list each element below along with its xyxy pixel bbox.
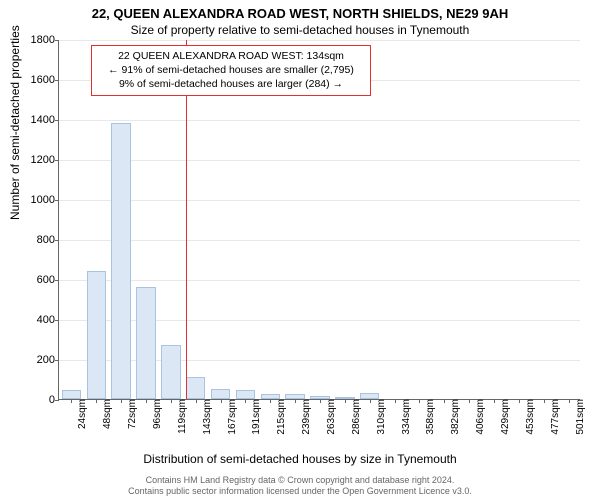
y-tick-label: 200 — [37, 354, 59, 366]
x-tick — [320, 399, 321, 403]
footer-attribution: Contains HM Land Registry data © Crown c… — [0, 475, 600, 498]
x-tick-label: 24sqm — [74, 399, 88, 429]
bar — [111, 123, 130, 399]
y-tick-label: 1000 — [31, 194, 59, 206]
x-tick — [196, 399, 197, 403]
x-axis-title: Distribution of semi-detached houses by … — [0, 452, 600, 466]
gridline — [59, 40, 580, 41]
x-tick-label: 382sqm — [447, 399, 461, 435]
x-tick-label: 143sqm — [199, 399, 213, 435]
x-tick-label: 286sqm — [348, 399, 362, 435]
x-tick — [171, 399, 172, 403]
x-tick-label: 429sqm — [497, 399, 511, 435]
footer-line-1: Contains HM Land Registry data © Crown c… — [0, 475, 600, 487]
y-axis-title: Number of semi-detached properties — [8, 25, 22, 220]
y-tick-label: 1400 — [31, 114, 59, 126]
x-tick-label: 215sqm — [273, 399, 287, 435]
x-tick — [121, 399, 122, 403]
footer-line-2: Contains public sector information licen… — [0, 486, 600, 498]
x-tick — [544, 399, 545, 403]
x-tick-label: 48sqm — [99, 399, 113, 429]
x-tick-label: 263sqm — [323, 399, 337, 435]
x-tick — [370, 399, 371, 403]
bar — [62, 390, 81, 399]
x-tick — [146, 399, 147, 403]
x-tick — [245, 399, 246, 403]
annotation-line: 9% of semi-detached houses are larger (2… — [98, 77, 364, 91]
x-tick — [395, 399, 396, 403]
x-tick — [469, 399, 470, 403]
y-tick-label: 600 — [37, 274, 59, 286]
annotation-line: ← 91% of semi-detached houses are smalle… — [98, 63, 364, 77]
x-tick-label: 167sqm — [224, 399, 238, 435]
y-tick-label: 0 — [49, 394, 59, 406]
x-tick-label: 453sqm — [522, 399, 536, 435]
x-tick — [444, 399, 445, 403]
gridline — [59, 280, 580, 281]
y-tick-label: 400 — [37, 314, 59, 326]
annotation-line: 22 QUEEN ALEXANDRA ROAD WEST: 134sqm — [98, 49, 364, 63]
x-tick-label: 239sqm — [298, 399, 312, 435]
x-tick — [345, 399, 346, 403]
gridline — [59, 200, 580, 201]
bar — [236, 390, 255, 399]
y-tick-label: 1200 — [31, 154, 59, 166]
x-tick — [71, 399, 72, 403]
x-tick — [96, 399, 97, 403]
y-tick-label: 800 — [37, 234, 59, 246]
x-tick-label: 191sqm — [248, 399, 262, 435]
page-title: 22, QUEEN ALEXANDRA ROAD WEST, NORTH SHI… — [0, 0, 600, 21]
x-tick-label: 334sqm — [398, 399, 412, 435]
x-tick-label: 119sqm — [174, 399, 188, 434]
bar — [186, 377, 205, 399]
x-tick-label: 501sqm — [572, 399, 586, 435]
annotation-box: 22 QUEEN ALEXANDRA ROAD WEST: 134sqm← 91… — [91, 45, 371, 96]
bar — [211, 389, 230, 399]
x-tick-label: 310sqm — [373, 399, 387, 435]
x-tick — [569, 399, 570, 403]
bar — [161, 345, 180, 399]
x-tick-label: 96sqm — [149, 399, 163, 429]
x-tick — [295, 399, 296, 403]
x-tick-label: 477sqm — [547, 399, 561, 435]
x-tick-label: 406sqm — [472, 399, 486, 435]
x-tick — [494, 399, 495, 403]
x-tick — [221, 399, 222, 403]
gridline — [59, 240, 580, 241]
y-tick-label: 1600 — [31, 74, 59, 86]
x-tick-label: 72sqm — [124, 399, 138, 429]
bar — [136, 287, 155, 399]
x-tick-label: 358sqm — [422, 399, 436, 435]
gridline — [59, 120, 580, 121]
chart-area: 02004006008001000120014001600180024sqm48… — [58, 40, 580, 400]
x-tick — [270, 399, 271, 403]
y-tick-label: 1800 — [31, 34, 59, 46]
page-subtitle: Size of property relative to semi-detach… — [0, 21, 600, 37]
plot-region: 02004006008001000120014001600180024sqm48… — [58, 40, 580, 400]
x-tick — [519, 399, 520, 403]
bar — [87, 271, 106, 399]
gridline — [59, 160, 580, 161]
x-tick — [419, 399, 420, 403]
